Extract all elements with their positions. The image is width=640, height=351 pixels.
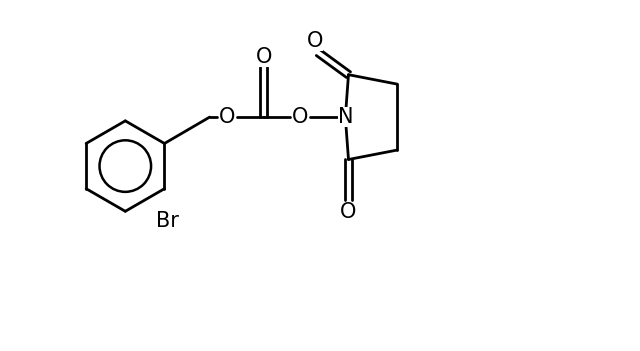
Text: O: O <box>307 31 323 51</box>
Text: Br: Br <box>156 211 179 231</box>
Text: N: N <box>337 107 353 127</box>
Text: O: O <box>292 107 308 127</box>
Text: O: O <box>340 201 356 221</box>
Text: O: O <box>219 107 236 127</box>
Text: O: O <box>255 47 272 67</box>
